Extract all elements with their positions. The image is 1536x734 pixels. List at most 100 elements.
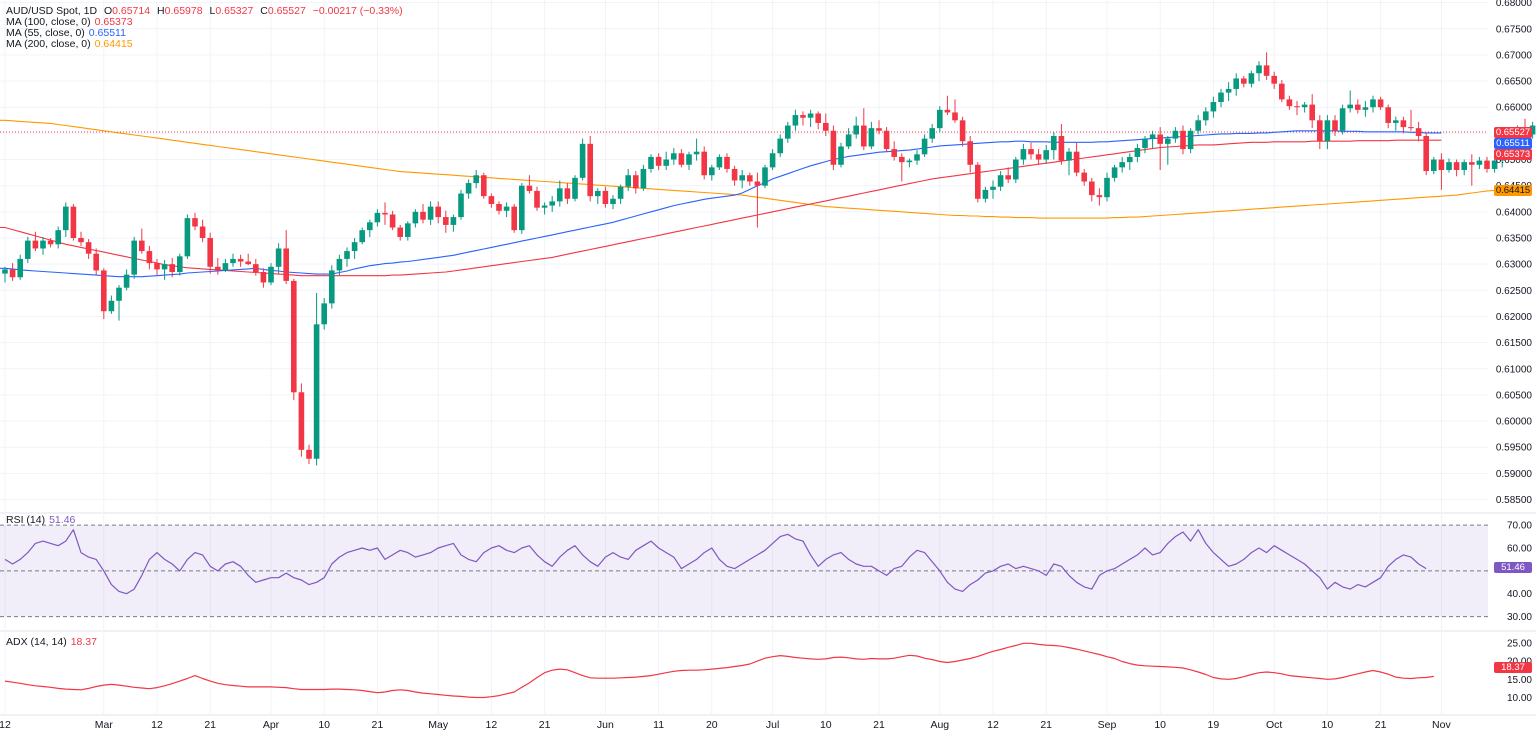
ma200-label: MA (200, close, 0) [6, 38, 91, 50]
time-tick-label: Jun [597, 719, 614, 731]
candle-body [108, 300, 115, 312]
price-tick-label: 0.68000 [1496, 0, 1533, 9]
price-tick-label: 0.61000 [1496, 364, 1533, 375]
candle-body [883, 130, 890, 150]
candle-body [70, 206, 77, 238]
candle-body [655, 156, 662, 166]
price-tick-label: 0.65000 [1496, 155, 1533, 166]
close-value: 0.65527 [267, 5, 306, 17]
adx-tick-label: 25.00 [1507, 638, 1532, 649]
candle-body [427, 206, 434, 220]
adx-value: 18.37 [70, 636, 97, 648]
candle-body [184, 218, 191, 257]
candle-body [1096, 195, 1103, 198]
ma200-value: 0.64415 [94, 38, 133, 50]
candle-body [1165, 138, 1171, 144]
open-label: O [103, 5, 113, 17]
candle-body [1256, 65, 1262, 74]
candle-body [1476, 160, 1483, 165]
candle-body [1149, 134, 1156, 139]
candle-body [1111, 167, 1118, 178]
high-label: H [157, 5, 165, 17]
time-tick-label: 12 [0, 719, 11, 731]
candle-body [336, 258, 343, 271]
adx-value-tag: 18.37 [1494, 661, 1532, 673]
candle-body [1377, 99, 1384, 108]
ma55-line [0, 130, 1442, 278]
candle-body [807, 113, 814, 118]
price-tick-label: 0.58500 [1496, 495, 1533, 506]
price-tick-label: 0.66500 [1496, 77, 1533, 88]
candle-body [481, 175, 487, 197]
candle-body [1172, 130, 1179, 139]
candle-body [640, 168, 647, 189]
candle-body [815, 113, 821, 123]
candle-body [1317, 120, 1323, 142]
candle-body [9, 269, 16, 278]
candle-body [63, 206, 69, 231]
candle-body [891, 149, 897, 157]
candle-body [1119, 162, 1125, 168]
candle-body [731, 168, 738, 181]
candle-body [177, 256, 183, 272]
adx-line [4, 642, 1434, 699]
candle-body [1180, 130, 1186, 150]
candle-body [1233, 78, 1239, 89]
candle-body [313, 324, 320, 459]
candle-body [526, 185, 533, 191]
candle-body [853, 125, 859, 135]
candle-body [792, 115, 799, 126]
candle-body [1195, 120, 1201, 131]
candle-body [161, 264, 168, 270]
candle-body [617, 186, 624, 199]
candle-body [291, 280, 297, 393]
candle-body [693, 151, 700, 155]
grid-lines [0, 0, 1536, 716]
candle-body [1294, 106, 1300, 108]
last-price-tag: 0.65527 [1494, 126, 1532, 138]
candle-body [1271, 75, 1277, 84]
ma200-line [0, 119, 1510, 219]
time-tick-label: 10 [1154, 719, 1166, 731]
price-legend: AUD/USD Spot, 1D O0.65714 H0.65978 L0.65… [6, 6, 407, 17]
candle-body [663, 159, 669, 166]
candle-body [671, 153, 677, 160]
candle-body [587, 143, 593, 197]
candle-body [199, 226, 206, 238]
candles [2, 52, 1536, 466]
price-tick-label: 0.67000 [1496, 50, 1533, 61]
candle-body [1020, 149, 1027, 160]
candle-body [1408, 127, 1414, 129]
candle-body [131, 240, 137, 275]
ma200-price-tag: 0.64415 [1494, 184, 1532, 196]
candle-body [412, 211, 419, 224]
candle-body [465, 183, 472, 194]
candle-body [1484, 160, 1490, 169]
change-value: −0.00217 (−0.33%) [312, 5, 403, 17]
candle-body [1393, 120, 1399, 123]
candle-body [701, 151, 707, 176]
time-tick-label: Nov [1432, 719, 1451, 731]
candle-body [503, 206, 510, 211]
candle-body [959, 120, 966, 142]
candle-body [633, 175, 639, 189]
candle-body [602, 190, 609, 204]
candle-body [754, 181, 761, 186]
candle-body [1446, 162, 1452, 170]
candle-body [169, 264, 175, 272]
candle-body [329, 270, 335, 304]
candle-body [192, 218, 198, 227]
candle-body [1203, 111, 1209, 121]
candle-body [1218, 92, 1224, 102]
rsi-band [0, 524, 1488, 618]
candle-body [382, 212, 388, 215]
ma55-legend: MA (55, close, 0) 0.65511 [6, 28, 130, 39]
candle-body [1301, 104, 1308, 108]
candle-body [1127, 156, 1133, 163]
candle-body [1073, 151, 1080, 173]
ma100-price-tag: 0.65373 [1494, 148, 1532, 160]
candle-body [1309, 104, 1315, 121]
candle-body [25, 240, 31, 259]
candle-body [975, 164, 981, 199]
